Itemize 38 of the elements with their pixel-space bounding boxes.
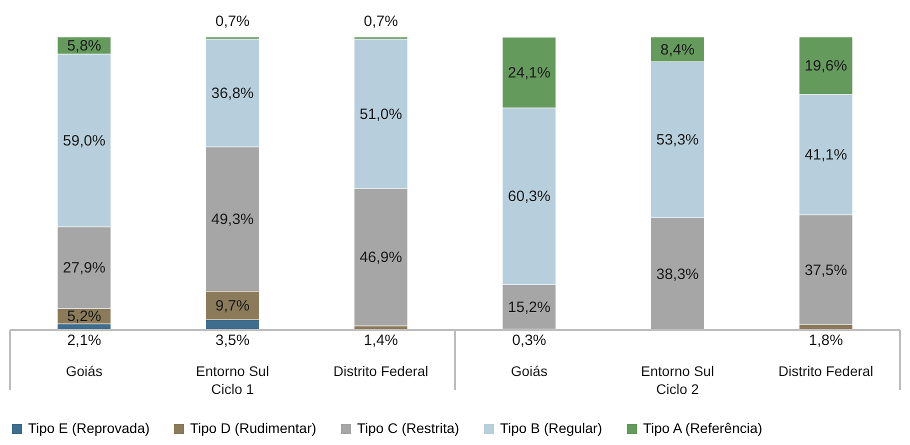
data-label: 19,6%	[804, 58, 848, 75]
data-label: 0,7%	[364, 13, 398, 30]
x-tick-label: Entorno Sul	[196, 363, 270, 379]
data-label: 5,2%	[67, 308, 102, 326]
data-label: 1,8%	[808, 332, 843, 349]
data-label: 46,9%	[360, 249, 402, 266]
data-label: 60,3%	[508, 188, 550, 206]
data-label: 49,3%	[211, 211, 254, 228]
data-label: 24,1%	[508, 64, 550, 82]
data-label: 51,0%	[360, 106, 402, 123]
data-label: 36,8%	[211, 84, 254, 102]
data-label: 53,3%	[656, 132, 699, 149]
data-label: 3,5%	[215, 332, 250, 349]
text: Ciclo 1	[211, 381, 254, 397]
legend-label: Tipo D (Rudimentar)	[190, 420, 316, 436]
data-label: 0,3%	[512, 332, 546, 349]
x-tick-label: Goiás	[510, 363, 548, 379]
x-tick-label: Distrito Federal	[778, 363, 874, 379]
data-label: 8,4%	[660, 41, 695, 58]
data-label: 37,5%	[804, 262, 848, 279]
legend-label: Tipo E (Reprovada)	[28, 420, 150, 436]
x-tick-label: Goiás	[66, 363, 102, 379]
x-tick-label: Distrito Federal	[333, 363, 428, 379]
data-label: 2,1%	[67, 332, 102, 349]
legend-label: Tipo C (Restrita)	[357, 420, 460, 436]
legend-label: Tipo B (Regular)	[500, 420, 602, 436]
text: Ciclo 2	[656, 381, 700, 397]
data-label: 0,7%	[215, 13, 250, 30]
data-label: 38,3%	[656, 266, 699, 283]
data-label: 15,2%	[508, 298, 550, 316]
data-label: 59,0%	[62, 132, 106, 150]
data-label: 5,8%	[67, 37, 102, 54]
x-tick-label: Entorno Sul	[640, 363, 714, 379]
legend-label: Tipo A (Referência)	[643, 420, 762, 436]
data-label: 41,1%	[804, 146, 848, 164]
data-label: 1,4%	[364, 332, 398, 349]
data-label: 9,7%	[215, 298, 250, 315]
data-label: 27,9%	[62, 260, 106, 277]
